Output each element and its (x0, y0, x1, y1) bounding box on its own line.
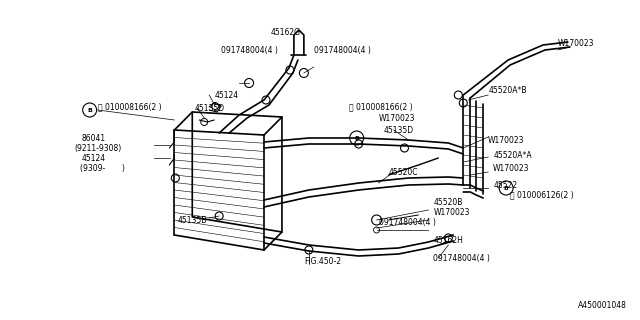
Text: W170023: W170023 (488, 135, 525, 145)
Text: 091748004(4 ): 091748004(4 ) (433, 253, 490, 262)
Text: 45520B: 45520B (433, 197, 463, 206)
Text: (9309-       ): (9309- ) (80, 164, 125, 172)
Text: 45520A*A: 45520A*A (493, 150, 532, 159)
Text: 45135D: 45135D (195, 103, 225, 113)
Text: 091748004(4 ): 091748004(4 ) (379, 218, 435, 227)
Text: W170023: W170023 (379, 114, 415, 123)
Text: 45520A*B: 45520A*B (488, 85, 527, 94)
Text: W170023: W170023 (558, 38, 595, 47)
Text: FIG.450-2: FIG.450-2 (304, 258, 341, 267)
Text: A450001048: A450001048 (578, 300, 627, 309)
Text: 45135D: 45135D (383, 125, 413, 134)
Text: 45522: 45522 (493, 180, 517, 189)
Text: B: B (354, 135, 359, 140)
Text: W170023: W170023 (493, 164, 530, 172)
Text: B: B (87, 108, 92, 113)
Text: 45162H: 45162H (433, 236, 463, 244)
Text: W170023: W170023 (433, 207, 470, 217)
Text: Ⓐ 010008166(2 ): Ⓐ 010008166(2 ) (98, 102, 161, 111)
Text: 091748004(4 ): 091748004(4 ) (314, 45, 371, 54)
Text: Ⓐ 010006126(2 ): Ⓐ 010006126(2 ) (510, 190, 573, 199)
Text: 45124: 45124 (82, 154, 106, 163)
Text: (9211-9308): (9211-9308) (75, 143, 122, 153)
Text: 45135B: 45135B (177, 215, 207, 225)
Text: 45124: 45124 (214, 91, 238, 100)
Text: 45162G: 45162G (271, 28, 301, 36)
Text: B: B (504, 186, 509, 190)
Text: Ⓐ 010008166(2 ): Ⓐ 010008166(2 ) (349, 102, 412, 111)
Text: 45520C: 45520C (388, 167, 418, 177)
Text: 091748004(4 ): 091748004(4 ) (221, 45, 278, 54)
Text: 86041: 86041 (82, 133, 106, 142)
